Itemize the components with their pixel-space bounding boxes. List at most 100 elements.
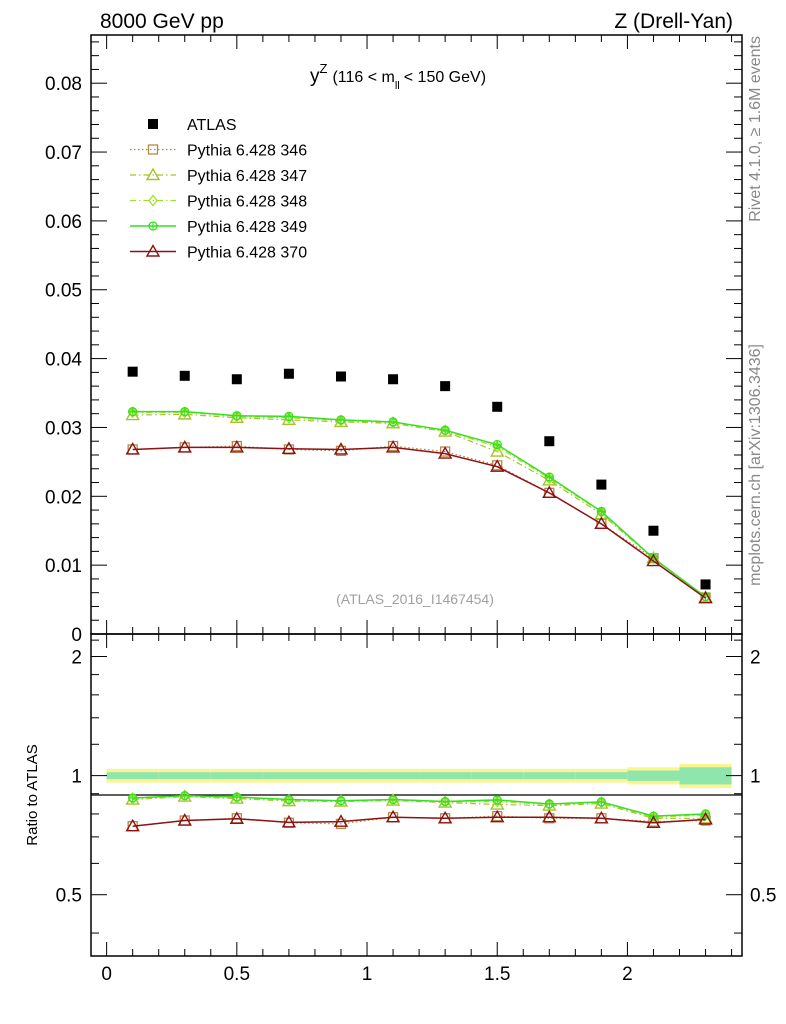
ratio-point-p349 <box>128 793 138 803</box>
point-p349 <box>128 406 138 417</box>
ratio-point-p348 <box>388 793 398 806</box>
point-p348 <box>388 416 398 429</box>
series-line-p370 <box>132 446 706 599</box>
main-ticks <box>91 35 742 635</box>
legend-label-p348: Pythia 6.428 348 <box>187 194 307 211</box>
ratio-point-p348 <box>179 789 190 803</box>
band-inner-bin <box>575 772 628 780</box>
mcplots-label: mcplots.cern.ch [arXiv:1306.3436] <box>747 344 764 586</box>
main-y-tick-label: 0.07 <box>45 143 82 164</box>
legend-marker-p346 <box>147 144 159 155</box>
band-inner-bin <box>419 772 472 780</box>
series-p348 <box>127 406 711 603</box>
ratio-point-p349 <box>284 794 294 805</box>
analysis-watermark: (ATLAS_2016_I1467454) <box>336 591 494 607</box>
ratio-point-p370 <box>125 818 140 832</box>
legend-marker-atlas <box>148 119 158 129</box>
legend-item-atlas: ATLAS <box>148 117 237 134</box>
series-p349 <box>128 406 711 602</box>
point-p349 <box>232 411 242 421</box>
main-y-tick-label: 0.05 <box>45 281 82 302</box>
ratio-point-p370 <box>698 812 713 825</box>
main-series <box>125 366 713 604</box>
point-atlas <box>388 374 399 385</box>
title-rest-b: < 150 GeV) <box>404 69 486 86</box>
point-atlas <box>492 401 503 412</box>
ratio-series <box>125 789 713 832</box>
point-p347 <box>490 444 505 457</box>
main-y-tick-label: 0.08 <box>45 74 82 95</box>
legend: ATLAS Pythia 6.428 346 Pythia 6.428 347 Pyt… <box>130 117 307 262</box>
main-panel: 0 0.01 0.02 0.03 0.04 0.05 0.06 0.07 0.08 yZ (116… <box>45 34 743 646</box>
main-y-tick-label: 0.06 <box>45 212 82 233</box>
ratio-y-axis-label: Ratio to ATLAS <box>24 744 41 845</box>
point-atlas <box>335 371 346 382</box>
series-p346 <box>127 440 711 603</box>
band-inner-bin <box>367 772 420 780</box>
x-tick-labels: 0 0.5 1 1.5 2 <box>101 964 632 985</box>
ratio-panel: 0.5 0.5 1 1 2 2 Ratio to ATLAS 0 0.5 1 1.5 2 <box>24 633 776 985</box>
point-atlas <box>283 368 294 379</box>
legend-marker-p348 <box>148 194 158 207</box>
ratio-point-p348 <box>127 792 138 805</box>
point-p370 <box>281 441 297 454</box>
ratio-line-p349 <box>132 794 706 817</box>
ratio-point-p349 <box>492 795 502 805</box>
ratio-series-p349 <box>128 790 711 821</box>
point-p370 <box>385 440 401 453</box>
band-inner-bin <box>314 772 368 780</box>
point-p349 <box>440 425 450 435</box>
legend-item-p349: Pythia 6.428 349 <box>130 219 307 236</box>
point-atlas <box>544 436 555 447</box>
point-atlas <box>127 366 138 377</box>
point-p370 <box>698 590 713 604</box>
point-p349 <box>336 415 346 425</box>
ratio-point-p349 <box>544 799 554 809</box>
point-atlas <box>596 479 607 490</box>
ratio-point-p349 <box>440 796 450 807</box>
ratio-point-p348 <box>596 796 607 809</box>
series-atlas <box>127 366 711 590</box>
point-p349 <box>388 417 398 427</box>
ratio-y-tick-label-left: 2 <box>71 648 82 669</box>
legend-label-p370: Pythia 6.428 370 <box>187 245 307 262</box>
main-y-tick-labels: 0 0.01 0.02 0.03 0.04 0.05 0.06 0.07 0.08 <box>45 74 82 646</box>
point-p370 <box>594 516 609 530</box>
main-y-tick-label: 0.04 <box>45 350 82 371</box>
rivet-label: Rivet 4.1.0, ≥ 1.6M events <box>747 36 764 222</box>
ratio-uncertainty-band <box>106 763 732 789</box>
series-line-p347 <box>132 413 706 598</box>
point-atlas <box>700 579 711 590</box>
legend-label-p349: Pythia 6.428 349 <box>187 219 307 236</box>
point-atlas <box>440 381 451 392</box>
point-p370 <box>542 485 557 499</box>
point-p349 <box>284 411 294 422</box>
point-atlas <box>231 374 242 385</box>
point-atlas <box>648 525 659 536</box>
band-inner-bin <box>679 767 732 785</box>
ratio-point-p349 <box>180 790 190 801</box>
ratio-ticks <box>91 634 742 956</box>
series-line-p346 <box>132 445 706 598</box>
title-main: y <box>310 66 320 87</box>
point-p348 <box>231 410 242 423</box>
main-y-tick-label: 0 <box>71 625 82 646</box>
x-tick-label: 0.5 <box>224 964 250 985</box>
ratio-point-p348 <box>231 791 242 804</box>
main-y-tick-label: 0.03 <box>45 418 82 439</box>
ratio-y-tick-label-right: 0.5 <box>750 886 776 907</box>
ratio-point-p370 <box>542 809 557 823</box>
ratio-point-p348 <box>544 798 555 811</box>
header-right: Z (Drell-Yan) <box>614 10 733 33</box>
ratio-point-p370 <box>177 813 192 826</box>
point-p348 <box>336 414 346 427</box>
x-tick-label: 1.5 <box>484 964 510 985</box>
x-tick-label: 2 <box>622 964 633 985</box>
point-p349 <box>596 506 607 517</box>
legend-item-p346: Pythia 6.428 346 <box>130 143 307 160</box>
title-sup: Z <box>320 61 328 76</box>
band-inner-bin <box>471 772 524 780</box>
legend-marker-p349 <box>148 221 158 231</box>
plot-title: yZ (116 < mll < 150 GeV) <box>310 61 486 92</box>
